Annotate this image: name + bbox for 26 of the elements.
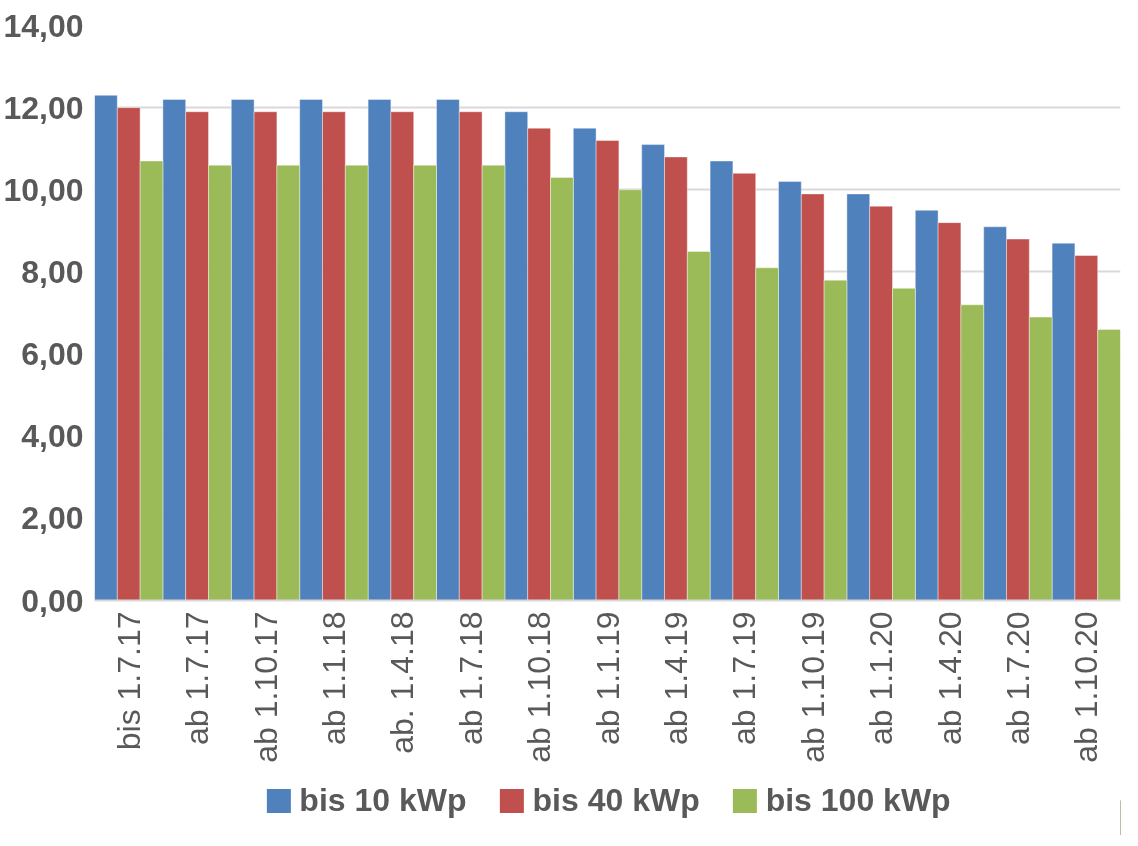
legend-label: bis 100 kWp: [765, 781, 951, 819]
legend-label: bis 10 kWp: [299, 781, 467, 819]
x-tick-label: ab 1.10.17: [247, 611, 284, 763]
y-tick-label: 0,00: [21, 582, 84, 619]
x-tick-label: ab 1.7.17: [179, 611, 216, 745]
x-tick-label: ab 1.1.19: [589, 611, 626, 745]
y-tick-label: 4,00: [21, 418, 84, 455]
x-tick-label: ab 1.1.20: [863, 611, 900, 745]
x-tick-label: ab 1.4.20: [931, 611, 968, 745]
y-tick-label: 14,00: [3, 7, 84, 44]
x-tick-label: ab 1.7.20: [999, 611, 1036, 745]
y-tick-label: 2,00: [21, 500, 84, 537]
x-tick-label: ab 1.10.20: [1068, 611, 1105, 763]
x-tick-label: ab. 1.4.18: [384, 611, 421, 754]
y-tick-label: 8,00: [21, 253, 84, 290]
x-tick-label: ab 1.10.18: [521, 611, 558, 763]
x-tick-label: ab 1.7.18: [452, 611, 489, 745]
x-tick-label: bis 1.7.17: [110, 611, 147, 751]
legend-label: bis 40 kWp: [532, 781, 700, 819]
y-tick-label: 12,00: [3, 89, 84, 126]
y-tick-label: 10,00: [3, 171, 84, 208]
x-tick-label: ab 1.10.19: [794, 611, 831, 763]
y-tick-label: 6,00: [21, 336, 84, 373]
x-tick-label: ab 1.4.19: [657, 611, 694, 745]
x-tick-label: ab 1.7.19: [726, 611, 763, 745]
x-tick-label: ab 1.1.18: [315, 611, 352, 745]
